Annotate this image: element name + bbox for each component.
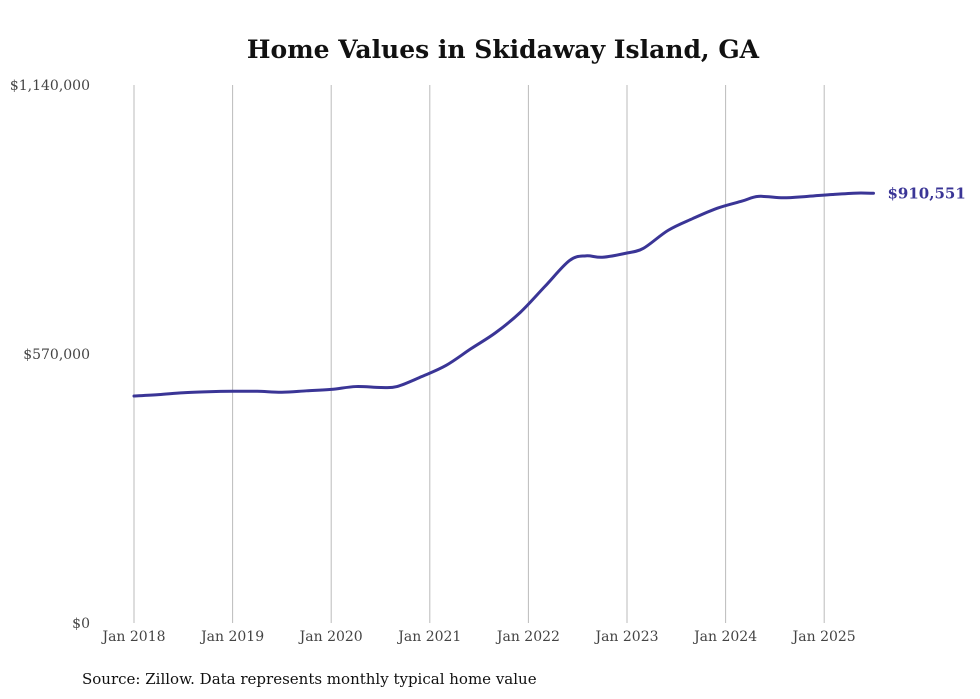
chart-title: Home Values in Skidaway Island, GA [247, 35, 760, 64]
end-value-label: $910,551 [888, 184, 966, 202]
x-tick-label: Jan 2020 [298, 629, 363, 645]
x-tick-label: Jan 2023 [593, 629, 658, 645]
y-axis-ticks: $0 $570,000 $1,140,000 [10, 78, 90, 632]
x-tick-label: Jan 2024 [692, 629, 757, 645]
x-tick-label: Jan 2019 [199, 629, 264, 645]
x-tick-label: Jan 2018 [100, 629, 165, 645]
x-tick-label: Jan 2022 [495, 629, 560, 645]
x-tick-label: Jan 2021 [396, 629, 461, 645]
y-tick-label: $1,140,000 [10, 78, 90, 94]
series-line [132, 191, 875, 398]
gridlines [133, 85, 825, 623]
x-tick-label: Jan 2025 [791, 629, 856, 645]
x-axis-ticks: Jan 2018 Jan 2019 Jan 2020 Jan 2021 Jan 2022… [100, 629, 855, 645]
source-note: Source: Zillow. Data represents monthly … [82, 670, 537, 688]
y-tick-label: $0 [72, 616, 90, 632]
y-tick-label: $570,000 [23, 347, 90, 363]
